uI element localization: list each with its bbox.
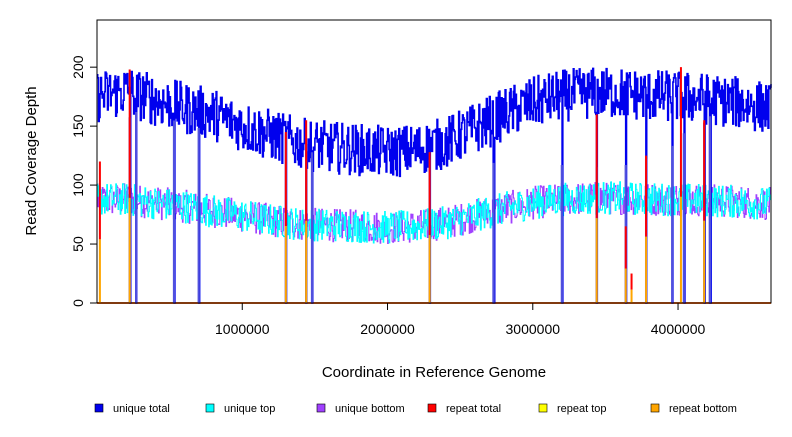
- y-tick-label: 100: [70, 173, 86, 197]
- series-line-unique-total: [96, 67, 772, 304]
- legend-swatch: [427, 403, 437, 413]
- legend-swatch: [650, 403, 660, 413]
- x-tick-label: 4000000: [651, 321, 706, 337]
- legend-swatch: [316, 403, 326, 413]
- y-axis: 0 50 100 150 200: [70, 55, 97, 307]
- y-tick-label: 200: [70, 55, 86, 79]
- x-tick-label: 2000000: [360, 321, 415, 337]
- y-axis-label: Read Coverage Depth: [23, 86, 40, 235]
- y-tick-label: 50: [70, 236, 86, 252]
- plot-frame: [96, 19, 772, 304]
- x-axis-label: Coordinate in Reference Genome: [322, 364, 546, 381]
- series-line-unique-bottom: [97, 182, 772, 304]
- legend-label: unique top: [224, 403, 275, 415]
- x-axis: 1000000 2000000 3000000 4000000: [215, 303, 705, 337]
- series-line-unique-top: [97, 181, 772, 304]
- legend-label: repeat top: [557, 403, 607, 415]
- y-tick-label: 0: [70, 299, 86, 307]
- legend-label: repeat bottom: [669, 403, 737, 415]
- legend-swatch: [94, 403, 104, 413]
- legend: unique total unique top unique bottom repea…: [94, 403, 737, 415]
- legend-label: repeat total: [446, 403, 501, 415]
- legend-swatch: [205, 403, 215, 413]
- series-layer: [96, 67, 772, 304]
- y-tick-label: 150: [70, 114, 86, 138]
- legend-label: unique total: [113, 403, 170, 415]
- x-tick-label: 3000000: [506, 321, 561, 337]
- legend-swatch: [538, 403, 548, 413]
- x-tick-label: 1000000: [215, 321, 270, 337]
- spike-layer: [98, 67, 706, 303]
- legend-label: unique bottom: [335, 403, 405, 415]
